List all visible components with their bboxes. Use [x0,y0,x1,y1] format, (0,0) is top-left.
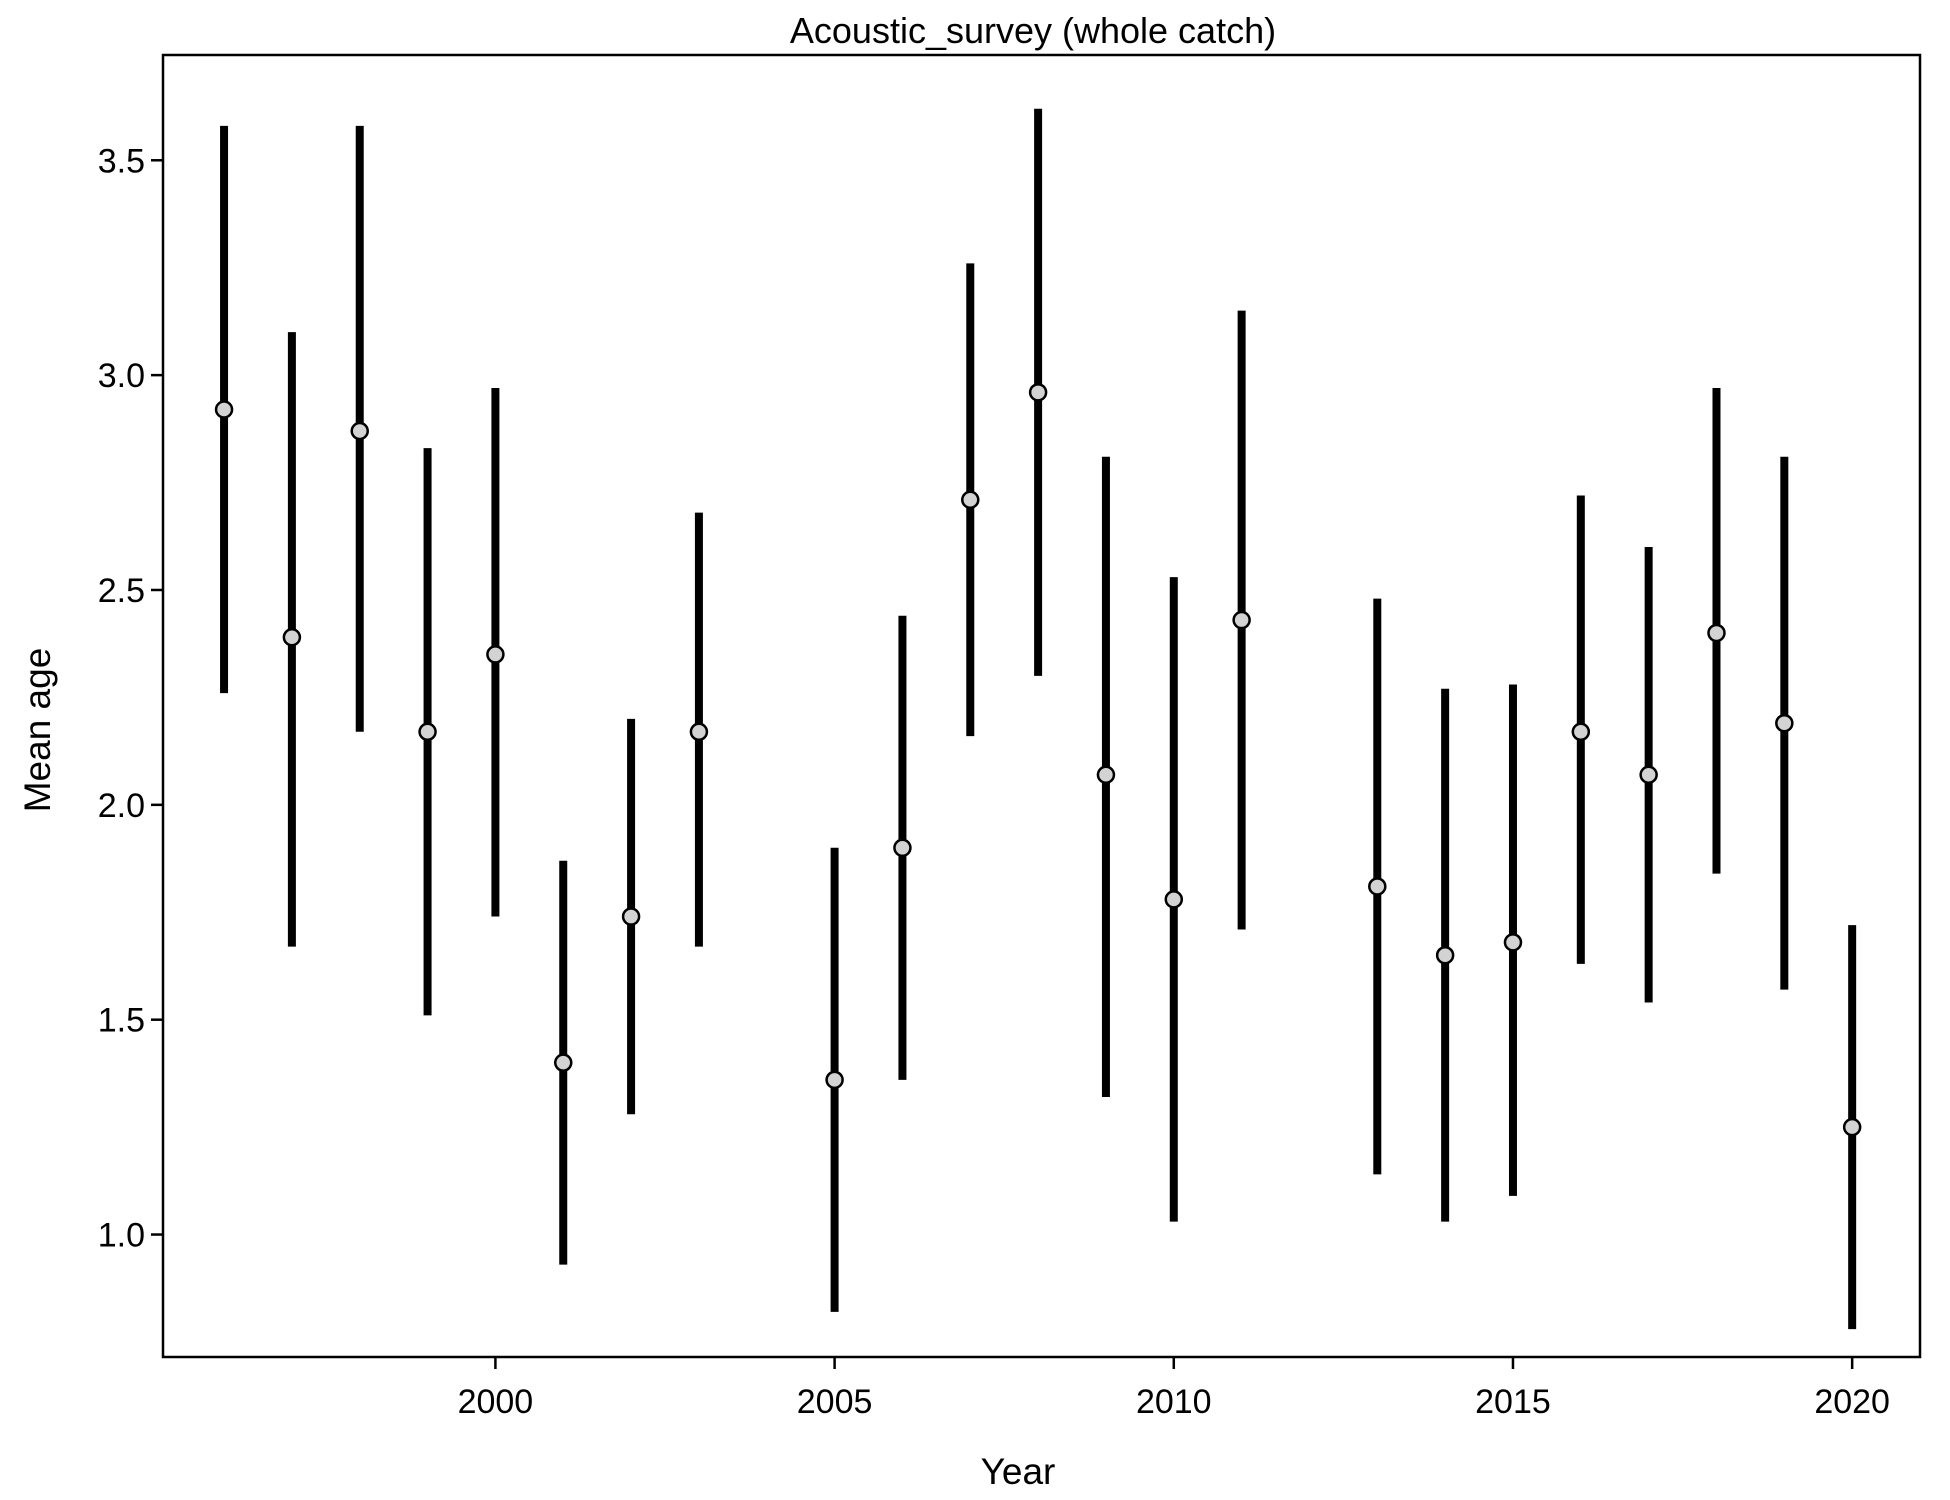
y-tick-label: 3.0 [98,357,145,395]
mean-point [1842,1117,1862,1137]
mean-point [1571,722,1591,742]
mean-point [1503,933,1523,952]
x-tick-label: 2005 [797,1383,873,1421]
data-marks [214,108,1862,1330]
mean-point [1232,610,1251,630]
mean-point [1028,383,1048,402]
mean-point [1707,623,1726,643]
mean-point [418,722,437,742]
mean-point [553,1053,573,1072]
mean-point [1639,765,1658,785]
mean-point [961,490,980,509]
x-tick-label: 2000 [458,1383,534,1421]
chart-title: Acoustic_survey (whole catch) [790,10,1276,51]
x-tick-label: 2010 [1136,1383,1212,1421]
x-axis: 2000 2005 2010 2015 2020 [458,1357,1890,1421]
y-axis: 1.0 1.5 2.0 2.5 3.0 3.5 [98,142,163,1255]
y-tick-label: 2.0 [98,787,145,825]
x-tick-label: 2015 [1475,1383,1551,1421]
mean-point [1096,765,1116,785]
x-axis-title: Year [981,1451,1056,1492]
x-tick-label: 2020 [1814,1383,1890,1421]
y-axis-title: Mean age [17,648,58,813]
mean-point [486,645,505,664]
y-tick-label: 2.5 [98,572,145,610]
mean-point [1368,877,1387,896]
mean-point [825,1070,844,1090]
mean-point [621,907,641,926]
mean-point [282,627,302,647]
mean-point [1775,713,1794,733]
y-tick-label: 3.5 [98,142,145,180]
mean-point [350,421,369,441]
mean-point [893,838,912,858]
mean-point [689,722,709,742]
mean-point [1435,945,1455,965]
mean-point [1164,890,1184,909]
plot-frame [161,53,1922,1359]
mean-point [214,400,234,419]
y-tick-label: 1.0 [98,1217,145,1255]
y-tick-label: 1.5 [98,1002,145,1040]
